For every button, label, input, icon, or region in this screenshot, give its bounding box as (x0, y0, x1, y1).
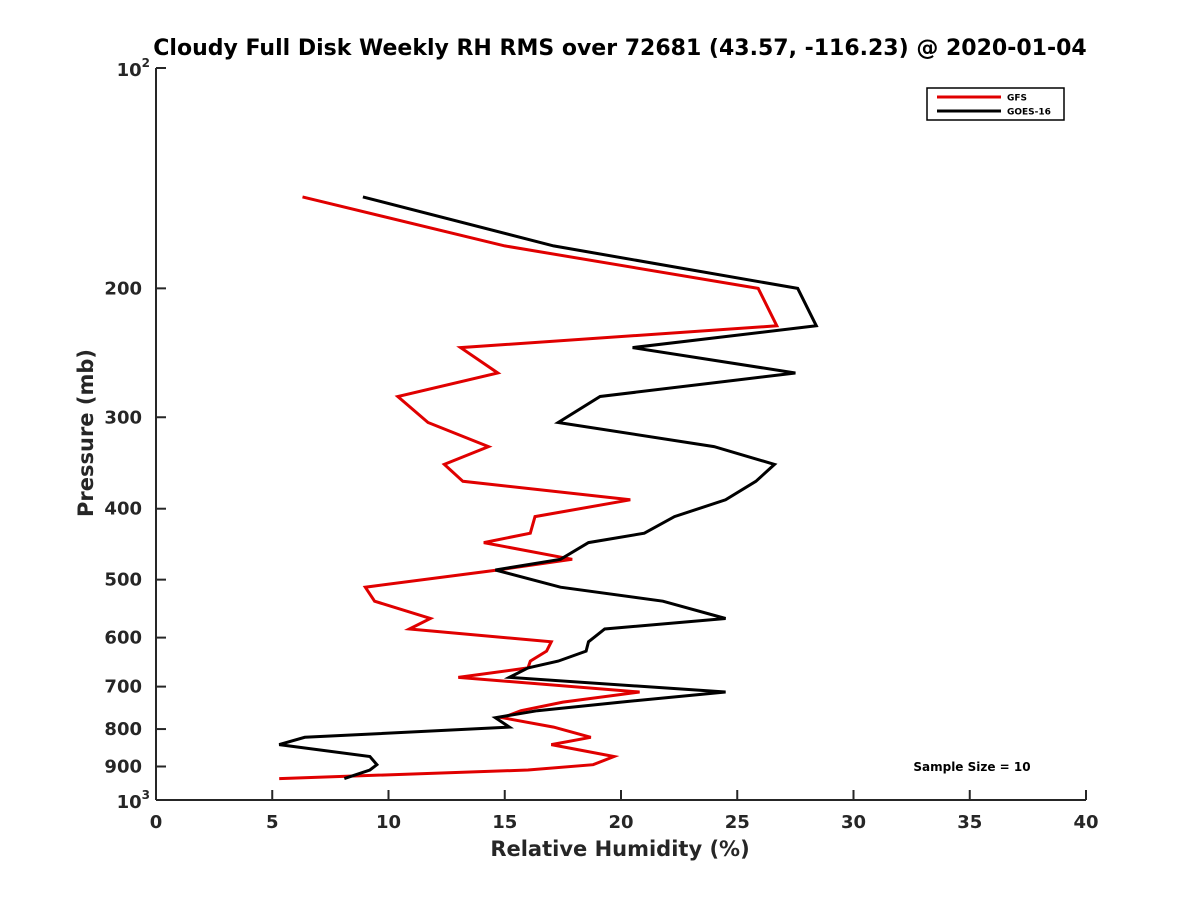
x-tick-label: 25 (725, 812, 750, 833)
legend-label-goes-16: GOES-16 (1007, 108, 1051, 118)
y-tick-label: 102 (117, 56, 150, 81)
x-tick-label: 40 (1073, 812, 1098, 833)
axes: 0 5 10 15 20 25 30 35 40 102 200 300 400 500 600 700 800… (104, 56, 1098, 833)
y-tick-label: 103 (117, 788, 150, 813)
chart-title: Cloudy Full Disk Weekly RH RMS over 7268… (153, 36, 1086, 61)
legend: GFS GOES-16 (926, 87, 1065, 121)
x-axis-label: Relative Humidity (%) (490, 837, 749, 861)
x-tick-label: 30 (841, 812, 866, 833)
y-tick-label: 900 (104, 757, 142, 778)
x-tick-label: 15 (492, 812, 517, 833)
x-tick-label: 20 (608, 812, 633, 833)
x-tick-label: 10 (376, 812, 401, 833)
y-tick-label: 200 (104, 278, 142, 299)
y-axis-label: Pressure (mb) (74, 349, 98, 517)
sample-size-annotation: Sample Size = 10 (913, 760, 1030, 774)
y-tick-label: 700 (104, 677, 142, 698)
y-tick-label: 300 (104, 407, 142, 428)
x-tick-label: 5 (266, 812, 279, 833)
legend-box (926, 87, 1065, 121)
series-line-goes-16 (278, 195, 819, 781)
y-tick-label: 400 (104, 499, 142, 520)
y-tick-label: 500 (104, 570, 142, 591)
x-tick-label: 35 (957, 812, 982, 833)
series-group (278, 195, 819, 781)
x-tick-label: 0 (150, 812, 163, 833)
y-tick-label: 600 (104, 628, 142, 649)
y-tick-label: 800 (104, 719, 142, 740)
legend-label-gfs: GFS (1007, 94, 1027, 104)
series-line-gfs (279, 195, 780, 781)
